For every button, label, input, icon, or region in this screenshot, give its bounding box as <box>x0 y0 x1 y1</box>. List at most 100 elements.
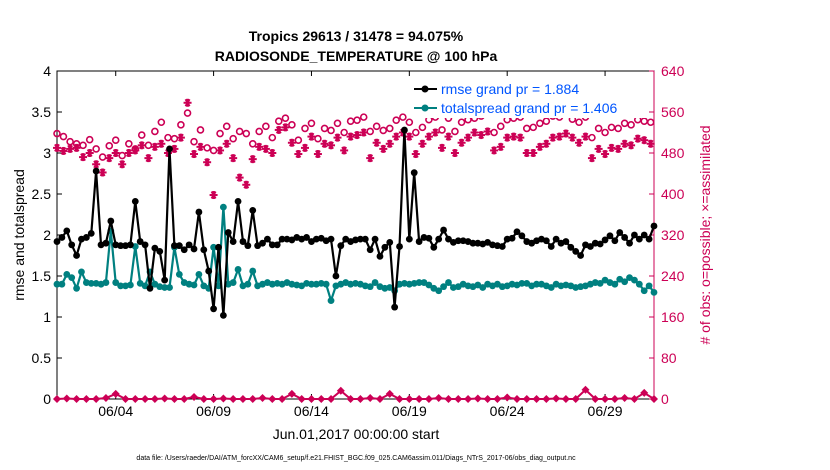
obs-assimilated-marker <box>444 132 453 141</box>
legend-spread-label: totalspread grand pr = 1.406 <box>441 100 618 116</box>
obs-possible-marker <box>457 118 466 127</box>
totalspread-marker <box>73 284 80 292</box>
obs-assimilated-marker <box>646 139 655 148</box>
obs-possible-marker <box>229 134 237 143</box>
y-left-tick-label: 3.5 <box>32 104 52 120</box>
obs-assimilated-marker <box>79 153 88 162</box>
obs-assimilated-marker <box>53 143 61 152</box>
obs-near-zero-marker <box>650 395 658 403</box>
obs-assimilated-marker <box>183 98 192 107</box>
obs-near-zero-marker <box>101 393 110 402</box>
obs-possible-marker <box>366 127 374 136</box>
obs-possible-marker <box>203 144 211 152</box>
totalspread-marker <box>547 284 555 291</box>
rmse-marker <box>63 227 71 235</box>
rmse-marker <box>616 229 624 236</box>
totalspread-marker <box>596 279 604 287</box>
obs-near-zero-marker <box>336 386 345 395</box>
rmse-marker <box>303 234 310 241</box>
obs-assimilated-marker <box>575 138 584 147</box>
obs-assimilated-marker <box>242 180 251 189</box>
totalspread-marker <box>366 283 374 291</box>
rmse-marker <box>151 244 159 252</box>
obs-near-zero-marker <box>385 389 394 398</box>
obs-assimilated-marker <box>503 133 512 142</box>
rmse-marker <box>405 235 413 243</box>
obs-near-zero-marker <box>219 394 228 403</box>
totalspread-marker <box>195 270 203 278</box>
obs-possible-marker <box>242 129 251 138</box>
rmse-marker <box>273 241 281 249</box>
legend-rmse-marker <box>421 85 429 93</box>
obs-assimilated-marker <box>392 132 401 141</box>
y-left-tick-label: 2.5 <box>32 186 52 202</box>
rmse-marker <box>259 239 266 247</box>
obs-assimilated-marker <box>144 154 153 163</box>
obs-possible-marker <box>601 128 609 137</box>
totalspread-marker <box>68 274 76 282</box>
obs-assimilated-marker <box>222 139 231 148</box>
obs-assimilated-marker <box>72 143 81 152</box>
obs-possible-marker <box>216 129 224 138</box>
obs-near-zero-marker <box>180 395 189 403</box>
obs-near-zero-marker <box>561 395 570 403</box>
rmse-marker <box>249 207 257 214</box>
rmse-marker <box>166 145 173 153</box>
obs-possible-marker <box>307 119 316 128</box>
obs-possible-marker <box>248 139 257 148</box>
rmse-marker <box>386 238 394 246</box>
chart-title-line1: Tropics 29613 / 31478 = 94.075% <box>249 28 464 44</box>
rmse-marker <box>635 235 643 243</box>
totalspread-marker <box>635 280 643 288</box>
obs-assimilated-marker <box>385 139 394 148</box>
totalspread-marker <box>440 283 447 291</box>
obs-assimilated-marker <box>157 139 166 148</box>
obs-assimilated-marker <box>529 149 538 157</box>
obs-assimilated-marker <box>418 139 427 148</box>
rmse-marker <box>73 252 80 259</box>
rmse-marker <box>631 231 638 239</box>
obs-possible-marker <box>614 124 622 133</box>
rmse-marker <box>542 237 550 245</box>
obs-assimilated-marker <box>333 133 342 142</box>
obs-possible-marker <box>111 136 120 144</box>
rmse-marker <box>224 229 232 236</box>
y-left-tick-label: 3 <box>43 145 51 161</box>
rmse-marker <box>606 232 614 240</box>
obs-possible-marker <box>157 118 166 127</box>
rmse-marker <box>567 243 575 251</box>
obs-assimilated-marker <box>98 168 107 177</box>
totalspread-marker <box>127 281 134 289</box>
y-right-tick-label: 480 <box>661 145 685 161</box>
obs-possible-marker <box>235 127 244 136</box>
rmse-marker <box>601 236 609 244</box>
obs-near-zero-marker <box>317 395 326 403</box>
y-left-tick-label: 0 <box>43 391 51 407</box>
obs-assimilated-marker <box>633 134 642 143</box>
rmse-marker <box>146 284 154 292</box>
totalspread-marker <box>58 280 66 288</box>
y-axis-left-label: rmse and totalspread <box>11 169 27 301</box>
obs-near-zero-marker <box>366 393 375 402</box>
rmse-marker <box>621 234 629 241</box>
totalspread-marker <box>322 280 330 288</box>
rmse-marker <box>626 239 633 247</box>
totalspread-marker <box>112 279 120 286</box>
obs-near-zero-marker <box>258 393 267 402</box>
rmse-marker <box>518 232 526 240</box>
obs-near-zero-marker <box>238 395 247 403</box>
rmse-marker <box>190 245 198 253</box>
obs-assimilated-marker <box>294 150 303 159</box>
obs-possible-marker <box>125 139 133 148</box>
obs-assimilated-marker <box>248 155 257 164</box>
y-left-tick-label: 0.5 <box>32 350 52 366</box>
obs-possible-marker <box>255 127 263 136</box>
obs-near-zero-marker <box>610 395 619 403</box>
obs-near-zero-marker <box>591 395 600 403</box>
obs-near-zero-marker <box>542 395 551 403</box>
rmse-marker <box>454 237 462 245</box>
rmse-marker <box>547 243 555 250</box>
rmse-marker <box>234 197 242 205</box>
obs-possible-marker <box>79 141 87 150</box>
obs-possible-marker <box>177 121 185 129</box>
